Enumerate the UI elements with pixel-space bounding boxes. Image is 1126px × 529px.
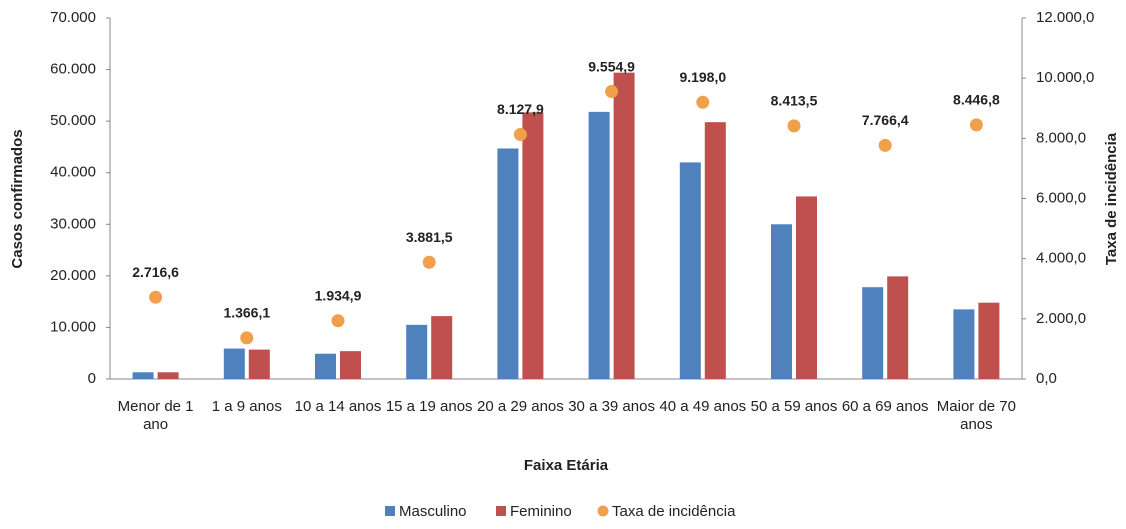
- y2-tick-label: 4.000,0: [1036, 250, 1086, 267]
- y-tick-label: 0: [88, 370, 96, 387]
- bar: [340, 351, 361, 379]
- data-label: 2.716,6: [132, 264, 179, 280]
- point: [513, 127, 527, 141]
- point: [787, 119, 801, 133]
- data-label: 7.766,4: [862, 112, 909, 128]
- bar: [613, 72, 635, 379]
- y-axis-title: Casos confirmados: [9, 129, 26, 268]
- y-tick-label: 10.000: [50, 318, 96, 335]
- bar: [887, 276, 909, 379]
- x-tick-label: 15 a 19 anos: [385, 398, 473, 415]
- data-label: 1.366,1: [223, 305, 270, 321]
- y2-tick-label: 10.000,0: [1036, 69, 1094, 86]
- bar: [796, 196, 817, 379]
- bar: [679, 162, 701, 379]
- legend-swatch: [496, 506, 506, 516]
- bar: [522, 112, 544, 379]
- data-label: 3.881,5: [406, 229, 453, 245]
- bar: [953, 309, 975, 379]
- bar: [431, 316, 453, 379]
- point: [969, 118, 983, 132]
- y-tick-label: 60.000: [50, 61, 96, 78]
- point: [696, 95, 710, 109]
- y-tick-label: 30.000: [50, 215, 96, 232]
- data-label: 8.127,9: [497, 101, 544, 117]
- bar: [157, 372, 179, 379]
- bar: [406, 324, 428, 379]
- bar: [771, 224, 792, 379]
- x-tick-label: 1 a 9 anos: [211, 398, 282, 415]
- point: [605, 85, 619, 99]
- bar: [132, 372, 154, 379]
- x-tick-label: 30 a 39 anos: [568, 398, 655, 415]
- y2-tick-label: 8.000,0: [1036, 129, 1086, 146]
- legend-label: Taxa de incidência: [612, 503, 736, 520]
- bar: [588, 111, 610, 380]
- x-tick-label: 10 a 14 anos: [294, 398, 382, 415]
- x-tick-label: Menor de 1 ano: [117, 398, 194, 433]
- point: [422, 255, 436, 269]
- data-label: 8.446,8: [953, 92, 1000, 108]
- bar: [978, 302, 1000, 379]
- legend-label: Feminino: [510, 503, 572, 520]
- y2-tick-label: 6.000,0: [1036, 189, 1086, 206]
- legend-swatch: [597, 505, 609, 517]
- data-label: 9.198,0: [679, 69, 726, 85]
- bar: [704, 122, 726, 379]
- legend-label: Masculino: [399, 503, 467, 520]
- point: [149, 290, 163, 304]
- y-tick-label: 20.000: [50, 267, 96, 284]
- bar: [223, 348, 245, 379]
- y-tick-label: 70.000: [50, 9, 96, 26]
- x-axis-title: Faixa Etária: [524, 457, 609, 474]
- data-label: 1.934,9: [315, 287, 362, 303]
- point: [878, 138, 892, 152]
- bar: [497, 148, 519, 379]
- x-tick-label: 40 a 49 anos: [659, 398, 747, 415]
- y2-tick-label: 2.000,0: [1036, 310, 1086, 327]
- data-label: 8.413,5: [771, 93, 818, 109]
- x-tick-label: Maior de 70 anos: [936, 398, 1016, 433]
- y-tick-label: 50.000: [50, 112, 96, 129]
- point: [331, 314, 345, 328]
- y2-axis-title: Taxa de incidência: [1103, 132, 1120, 265]
- x-tick-label: 20 a 29 anos: [477, 398, 564, 415]
- x-tick-label: 50 a 59 anos: [750, 398, 838, 415]
- x-tick-label: 60 a 69 anos: [841, 398, 929, 415]
- data-label: 9.554,9: [588, 58, 635, 74]
- bar: [862, 287, 884, 379]
- y-tick-label: 40.000: [50, 164, 96, 181]
- legend-swatch: [385, 506, 395, 516]
- point: [240, 331, 254, 345]
- y2-tick-label: 12.000,0: [1036, 9, 1094, 26]
- bar: [315, 353, 336, 379]
- y2-tick-label: 0,0: [1036, 370, 1057, 387]
- bar: [248, 349, 270, 379]
